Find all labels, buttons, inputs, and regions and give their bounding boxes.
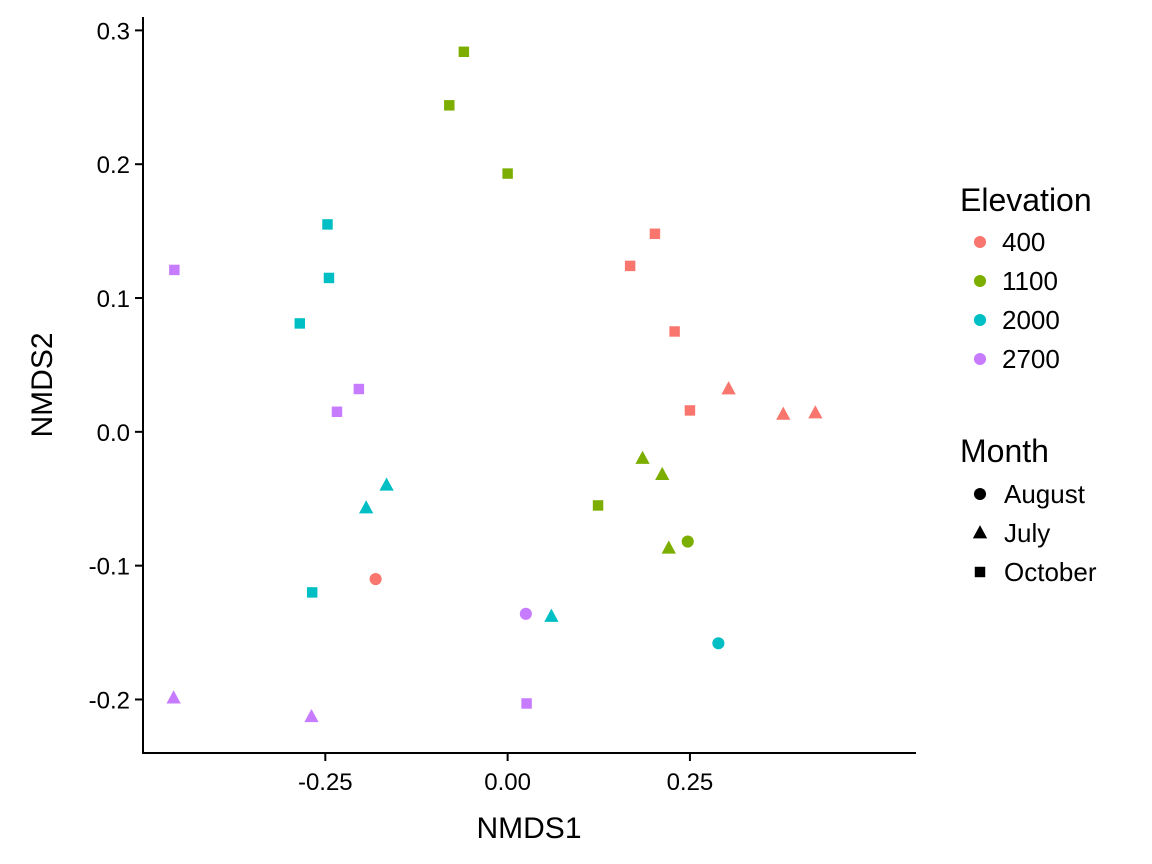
data-point: [353, 383, 365, 395]
data-point: [808, 405, 823, 419]
data-point: [681, 535, 694, 548]
y-tick-label: -0.1: [89, 554, 130, 581]
x-tick-label: -0.25: [298, 769, 353, 796]
data-point: [661, 540, 676, 554]
data-point: [323, 272, 335, 284]
legend-month-key: [973, 487, 987, 501]
data-point: [322, 219, 333, 230]
legend-month-key: [974, 566, 986, 578]
legend-elevation-label: 2000: [1002, 305, 1060, 335]
plot-area: [166, 46, 823, 723]
legend-month-label: August: [1004, 479, 1086, 509]
legend-elevation-label: 2700: [1002, 344, 1060, 374]
legend-elevation: Elevation 400 1100 2000 2700: [960, 182, 1092, 374]
data-point: [521, 698, 532, 709]
legend-month-label: October: [1004, 557, 1097, 587]
legend-month: Month August July October: [960, 433, 1097, 587]
x-axis-title: NMDS1: [476, 812, 581, 845]
data-point: [712, 637, 725, 650]
data-point: [444, 100, 455, 111]
data-point: [379, 477, 394, 491]
data-point: [306, 587, 318, 598]
data-point: [458, 46, 470, 58]
y-tick-label: 0.0: [97, 420, 130, 447]
y-tick-label: 0.1: [97, 286, 130, 313]
legend-elevation-label: 1100: [1002, 266, 1058, 296]
data-point: [684, 405, 696, 416]
legend-elevation-key: [973, 352, 987, 366]
y-axis-ticks: -0.2 -0.1 0.0 0.1 0.2 0.3: [89, 18, 143, 714]
data-point: [166, 690, 181, 704]
y-axis-title: NMDS2: [26, 332, 59, 437]
data-point: [358, 500, 374, 514]
data-point: [331, 406, 343, 417]
y-tick-label: 0.3: [97, 18, 130, 45]
data-point: [776, 406, 791, 420]
y-tick-label: -0.2: [89, 687, 130, 714]
legend-elevation-key: [973, 235, 987, 249]
data-point: [721, 381, 736, 395]
x-tick-label: 0.25: [667, 769, 714, 796]
data-point: [369, 572, 382, 586]
data-point: [592, 500, 604, 511]
legend-elevation-key: [973, 274, 987, 288]
legend-elevation-key: [973, 313, 987, 327]
x-axis-ticks: -0.25 0.00 0.25: [298, 753, 713, 796]
data-point: [544, 608, 559, 622]
data-point: [304, 709, 319, 723]
legend-elevation-title: Elevation: [960, 182, 1092, 218]
data-point: [169, 264, 180, 276]
data-point: [624, 260, 636, 272]
data-point: [519, 607, 532, 620]
data-point: [635, 450, 650, 464]
data-point: [649, 228, 661, 240]
legend-month-label: July: [1004, 518, 1050, 548]
legend-elevation-label: 400: [1002, 227, 1045, 257]
data-point: [294, 318, 306, 329]
legend-month-key: [972, 525, 988, 539]
data-point: [669, 326, 680, 337]
data-point: [502, 168, 513, 179]
x-tick-label: 0.00: [484, 769, 531, 796]
y-tick-label: 0.2: [97, 152, 130, 179]
data-point: [655, 466, 670, 480]
legend-month-title: Month: [960, 433, 1049, 469]
